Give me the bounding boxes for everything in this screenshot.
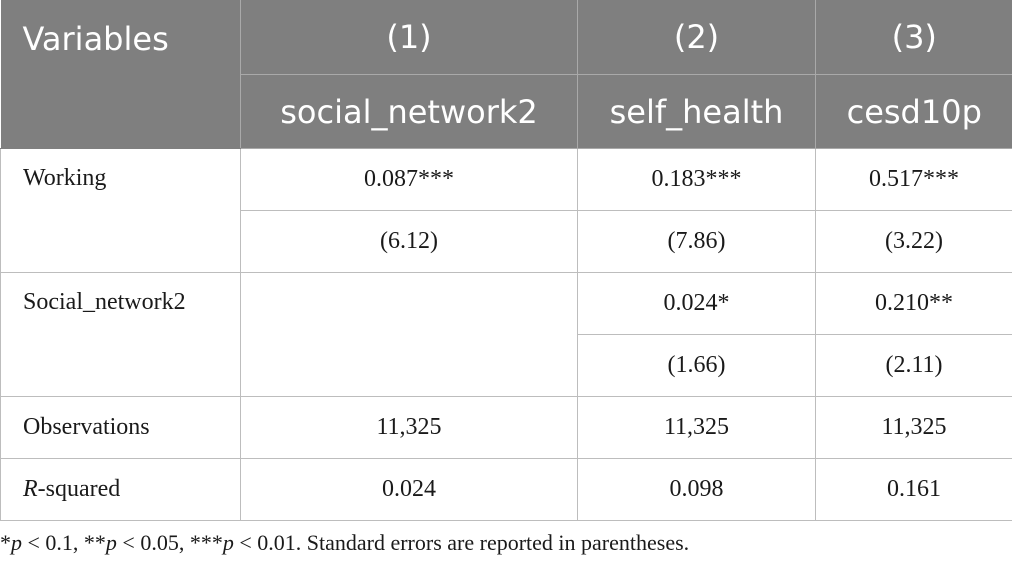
regression-table: Variables (1) (2) (3) social_network2 se…: [0, 0, 1012, 521]
footnote-lead: *: [0, 530, 11, 555]
footnote-t1: < 0.1, **: [22, 530, 106, 555]
table-header: Variables (1) (2) (3) social_network2 se…: [0, 0, 1012, 149]
cell-socialnetwork-se-3: (2.11): [815, 334, 1012, 397]
header-col-number-1: (1): [240, 0, 578, 75]
r-squared-label-rest: -squared: [37, 476, 121, 502]
cell-observations-2: 11,325: [577, 396, 816, 459]
table-row-r-squared: R-squared 0.024 0.098 0.161: [0, 458, 1012, 521]
cell-socialnetwork-coef-3: 0.210**: [815, 272, 1012, 335]
row-label-social-network2: Social_network2: [0, 272, 241, 397]
row-label-observations: Observations: [0, 396, 241, 459]
cell-r-squared-1: 0.024: [240, 458, 578, 521]
cell-r-squared-3: 0.161: [815, 458, 1012, 521]
header-col-name-2: self_health: [577, 74, 816, 149]
table-row-socialnetwork-coef: Social_network2 0.024* 0.210**: [0, 272, 1012, 397]
cell-observations-3: 11,325: [815, 396, 1012, 459]
cell-socialnetwork-coef-2: 0.024*: [577, 272, 816, 335]
table-row-observations: Observations 11,325 11,325 11,325: [0, 396, 1012, 459]
table-row-socialnetwork-se: (1.66) (2.11): [1, 334, 1012, 397]
footnote-t3: < 0.01. Standard errors are reported in …: [233, 530, 690, 555]
header-col-name-1: social_network2: [240, 74, 578, 149]
footnote-t2: < 0.05, ***: [116, 530, 223, 555]
header-variables: Variables: [0, 0, 241, 149]
footnote-p1: p: [11, 530, 22, 555]
r-squared-italic-r: R: [23, 476, 38, 502]
cell-working-coef-1: 0.087***: [240, 148, 578, 211]
cell-working-coef-2: 0.183***: [577, 148, 816, 211]
cell-observations-1: 11,325: [240, 396, 578, 459]
table-row-working-se: (6.12) (7.86) (3.22): [1, 210, 1012, 273]
header-col-name-3: cesd10p: [815, 74, 1012, 149]
row-label-r-squared: R-squared: [0, 458, 241, 521]
footnote-p2: p: [105, 530, 117, 555]
cell-working-se-1: (6.12): [240, 210, 578, 273]
header-row-numbers: Variables (1) (2) (3): [0, 0, 1012, 149]
table-row-working-coef: Working 0.087*** 0.183*** 0.517***: [0, 148, 1012, 273]
cell-socialnetwork-empty: [240, 272, 578, 397]
regression-table-container: Variables (1) (2) (3) social_network2 se…: [0, 0, 1012, 521]
table-body: Working 0.087*** 0.183*** 0.517*** (6.12…: [0, 148, 1012, 521]
header-col-number-2: (2): [577, 0, 816, 75]
footnote-p3: p: [222, 530, 234, 555]
cell-working-se-2: (7.86): [577, 210, 816, 273]
table-footnote: *p < 0.1, **p < 0.05, ***p < 0.01. Stand…: [0, 530, 689, 556]
row-label-working: Working: [0, 148, 241, 273]
cell-socialnetwork-se-2: (1.66): [577, 334, 816, 397]
cell-working-coef-3: 0.517***: [815, 148, 1012, 211]
header-row-names: social_network2 self_health cesd10p: [1, 74, 1012, 149]
cell-working-se-3: (3.22): [815, 210, 1012, 273]
header-col-number-3: (3): [815, 0, 1012, 75]
cell-r-squared-2: 0.098: [577, 458, 816, 521]
